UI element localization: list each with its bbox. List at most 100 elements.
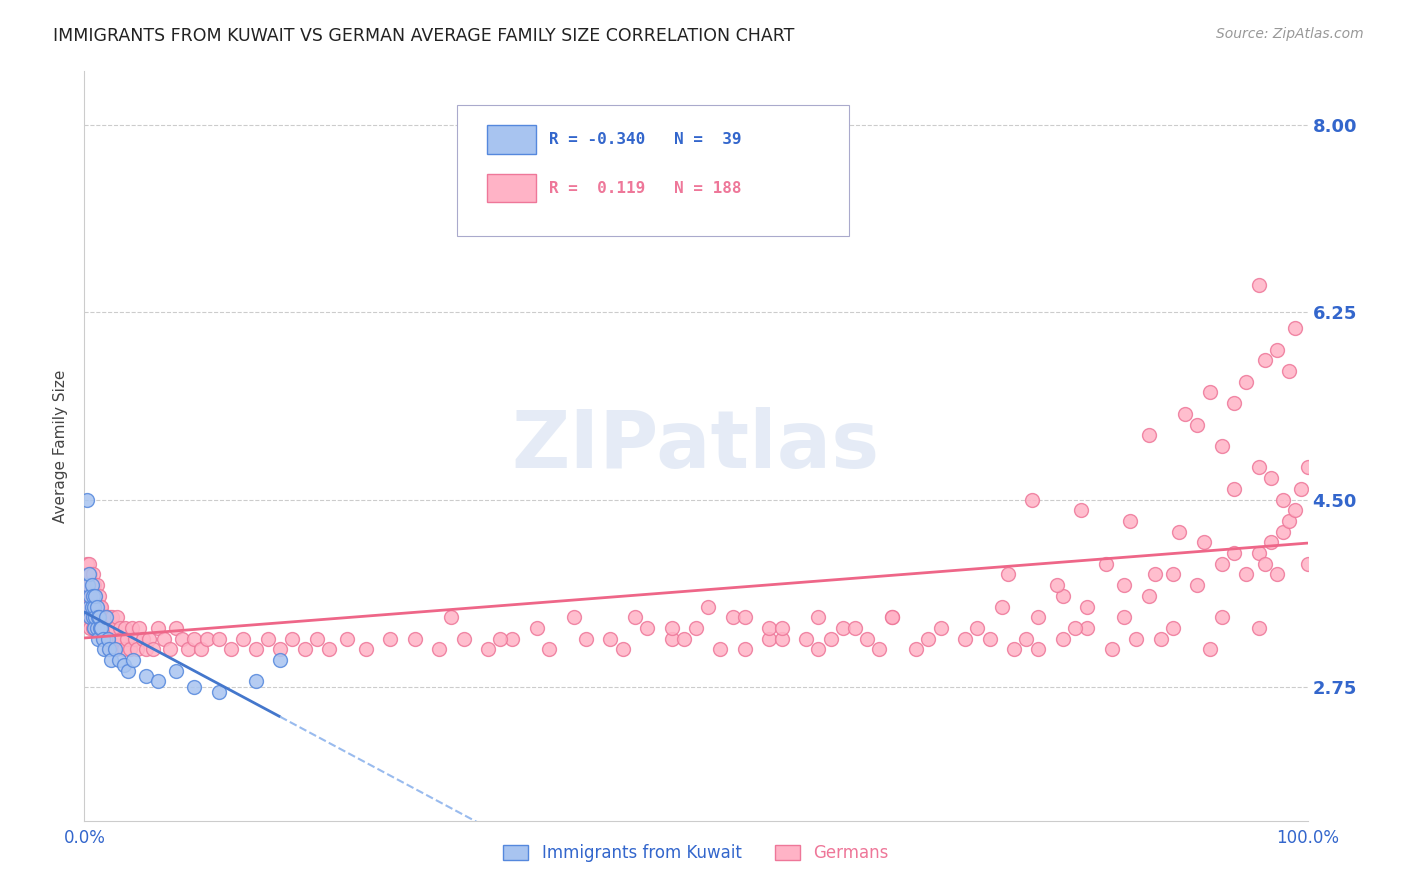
Point	[82, 599, 104, 614]
Point	[1211, 610, 1233, 624]
Point	[112, 658, 135, 673]
Point	[112, 642, 135, 657]
Point	[502, 632, 524, 646]
Point	[84, 621, 107, 635]
Point	[1211, 557, 1233, 571]
Point	[1296, 460, 1319, 475]
Point	[831, 621, 853, 635]
Point	[97, 642, 120, 657]
Point	[96, 610, 118, 624]
Point	[1236, 375, 1258, 389]
Point	[453, 632, 475, 646]
Point	[257, 632, 280, 646]
Point	[86, 599, 108, 614]
Point	[612, 642, 634, 657]
Point	[318, 642, 340, 657]
Point	[1137, 428, 1160, 442]
Point	[77, 599, 100, 614]
Point	[121, 621, 143, 635]
Point	[138, 632, 160, 646]
Point	[917, 632, 939, 646]
Point	[93, 610, 115, 624]
Point	[142, 642, 165, 657]
Point	[87, 610, 110, 624]
Point	[991, 599, 1014, 614]
Point	[1254, 557, 1277, 571]
Point	[165, 664, 187, 678]
Point	[1247, 546, 1270, 560]
Point	[758, 621, 780, 635]
Point	[1278, 364, 1301, 378]
Point	[125, 642, 148, 657]
Point	[1114, 578, 1136, 592]
Text: ZIPatlas: ZIPatlas	[512, 407, 880, 485]
Point	[1284, 321, 1306, 335]
Point	[269, 642, 291, 657]
Point	[1272, 492, 1295, 507]
Point	[1076, 599, 1098, 614]
Point	[82, 567, 104, 582]
Point	[83, 578, 105, 592]
Point	[91, 632, 114, 646]
Point	[1192, 535, 1215, 549]
Point	[1002, 642, 1025, 657]
Point	[953, 632, 976, 646]
Point	[1272, 524, 1295, 539]
Point	[83, 589, 105, 603]
Point	[89, 599, 111, 614]
Point	[96, 632, 118, 646]
Point	[107, 653, 129, 667]
Point	[101, 610, 124, 624]
Point	[97, 642, 120, 657]
Point	[135, 669, 157, 683]
Point	[1223, 396, 1246, 410]
Point	[172, 632, 194, 646]
Point	[105, 610, 128, 624]
Point	[770, 621, 793, 635]
Point	[966, 621, 988, 635]
Point	[562, 610, 585, 624]
Point	[82, 589, 104, 603]
Point	[1187, 578, 1209, 592]
Point	[672, 632, 695, 646]
Text: R =  0.119   N = 188: R = 0.119 N = 188	[550, 181, 742, 195]
Point	[84, 599, 107, 614]
Point	[79, 589, 101, 603]
Point	[90, 621, 112, 635]
Point	[87, 610, 110, 624]
Point	[1125, 632, 1147, 646]
Point	[1094, 557, 1116, 571]
Point	[979, 632, 1001, 646]
Point	[1211, 439, 1233, 453]
Point	[80, 578, 103, 592]
Point	[794, 632, 817, 646]
Point	[624, 610, 647, 624]
Point	[86, 621, 108, 635]
Y-axis label: Average Family Size: Average Family Size	[53, 369, 69, 523]
Point	[80, 578, 103, 592]
Point	[110, 632, 132, 646]
Point	[869, 642, 891, 657]
Point	[636, 621, 658, 635]
FancyBboxPatch shape	[457, 105, 849, 236]
Point	[94, 632, 117, 646]
Point	[114, 621, 136, 635]
Point	[87, 610, 110, 624]
Point	[807, 610, 830, 624]
Point	[83, 610, 105, 624]
Point	[721, 610, 744, 624]
Text: IMMIGRANTS FROM KUWAIT VS GERMAN AVERAGE FAMILY SIZE CORRELATION CHART: IMMIGRANTS FROM KUWAIT VS GERMAN AVERAGE…	[53, 27, 794, 45]
Point	[97, 632, 120, 646]
Point	[77, 557, 100, 571]
Point	[87, 589, 110, 603]
Point	[245, 674, 267, 689]
Point	[269, 653, 291, 667]
Point	[1168, 524, 1191, 539]
Point	[97, 621, 120, 635]
Point	[661, 621, 683, 635]
Point	[734, 610, 756, 624]
Point	[1101, 642, 1123, 657]
Point	[219, 642, 242, 657]
Point	[997, 567, 1019, 582]
Point	[404, 632, 426, 646]
